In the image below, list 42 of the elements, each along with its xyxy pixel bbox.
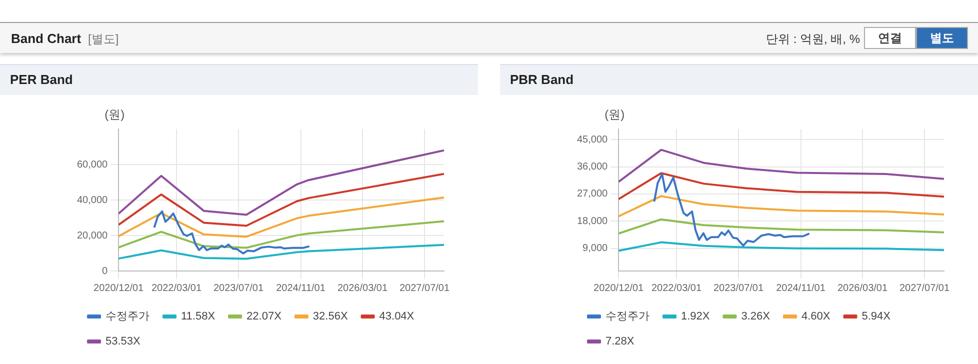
legend-label: 32.56X (312, 310, 348, 323)
x-tick-label: 2022/03/01 (151, 282, 202, 294)
x-tick-label: 2023/07/01 (213, 282, 264, 294)
y-tick-label: 60,000 (76, 159, 108, 170)
x-tick-label: 2027/07/01 (399, 282, 450, 294)
legend-label: 4.60X (801, 310, 831, 323)
chart-title: PBR Band (500, 64, 978, 95)
legend-label: 11.58X (181, 310, 216, 323)
text: 별도 (916, 27, 968, 49)
x-tick-label: 2026/03/01 (837, 282, 888, 294)
x-tick-label: 2023/07/01 (713, 282, 764, 294)
y-tick-label: 40,000 (76, 194, 108, 206)
y-tick-label: 9,000 (582, 243, 608, 254)
x-tick-label: 2027/07/01 (899, 282, 950, 294)
y-tick-label: 18,000 (576, 216, 608, 227)
legend-label: 수정주가 (606, 310, 650, 323)
x-tick-label: 2024/11/01 (776, 282, 826, 294)
x-tick-label: 2024/11/01 (276, 282, 326, 294)
text: 단위 : 억원, 배, % (766, 31, 860, 48)
y-tick-label: 0 (102, 266, 108, 277)
legend-label: 43.04X (379, 310, 415, 323)
legend-label: 1.92X (681, 310, 710, 323)
legend-label: 7.28X (606, 336, 635, 348)
y-tick-label: 45,000 (576, 134, 608, 146)
y-tick-label: 27,000 (576, 188, 608, 200)
text: 연결 (864, 27, 916, 49)
x-tick-label: 2022/03/01 (651, 282, 702, 294)
chart-title: PER Band (0, 64, 478, 95)
text: [별도] (88, 31, 119, 48)
legend-label: 5.94X (862, 310, 892, 323)
y-tick-label: 20,000 (76, 230, 108, 242)
legend-label: 22.07X (246, 310, 282, 323)
y-axis-title: (원) (604, 107, 625, 122)
x-tick-label: 2026/03/01 (337, 282, 388, 294)
legend-label: 53.53X (106, 336, 142, 348)
y-tick-label: 36,000 (576, 162, 608, 173)
x-tick-label: 2020/12/01 (94, 282, 144, 294)
legend-label: 수정주가 (106, 310, 150, 323)
x-tick-label: 2020/12/01 (594, 282, 644, 294)
y-axis-title: (원) (104, 107, 125, 122)
text: Band Chart (11, 31, 82, 46)
legend-label: 3.26X (741, 310, 771, 323)
